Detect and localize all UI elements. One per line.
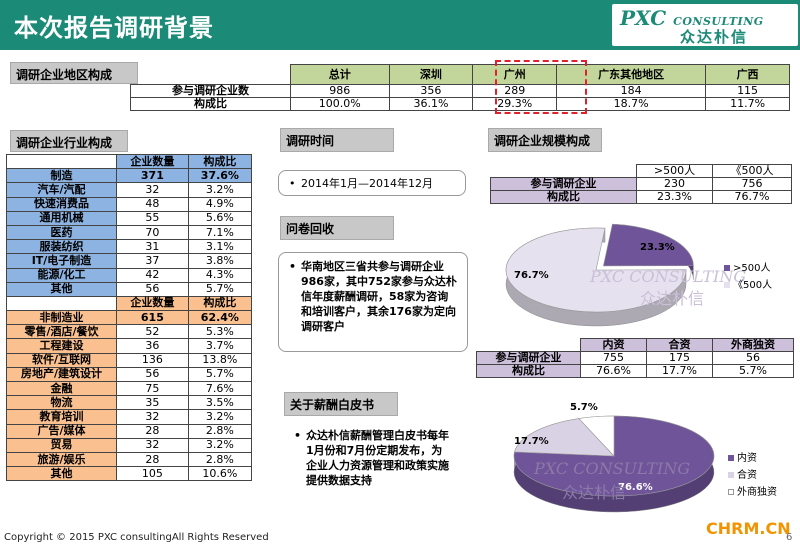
page-title: 本次报告调研背景 [14,14,214,42]
region-label: 调研企业地区构成 [10,62,138,84]
column-header: 构成比 [187,295,253,312]
page-number: 6 [786,532,793,543]
swatch-icon [724,282,730,288]
data-label: 17.7% [514,436,549,447]
swatch-icon [728,455,734,461]
table-row: 快速消费品 48 4.9% [6,196,253,212]
table-row: 贸易 32 3.2% [6,437,253,453]
ownership-col: 内资 [579,338,648,352]
scale-legend: >500人 《500人 [724,262,772,296]
table-row: 其他 105 10.6% [6,466,253,482]
region-col: 广东其他地区 [556,64,707,85]
table-row: 构成比 100.0% 36.1% 29.3% 18.7% 11.7% [130,97,790,111]
scale-table: >500人 《500人 参与调研企业 230 756 构成比 23.3% 76.… [490,164,792,204]
column-header: 企业数量 [116,295,189,312]
swatch-icon [724,265,730,271]
column-header: 企业数量 [116,153,189,170]
logo-en-small: CONSULTING [673,15,764,28]
legend-item: 外商独资 [728,486,777,503]
table-row: 非制造业 615 62.4% [6,310,253,326]
table-row: 医药 70 7.1% [6,224,253,241]
table-row: 参与调研企业 755 175 56 [476,351,794,365]
ownership-col: 合资 [646,338,714,352]
data-label: 23.3% [640,242,675,253]
region-col: 广州 [472,64,558,85]
table-row: 参与调研企业 230 756 [490,177,792,191]
pxc-logo: PXC CONSULTING 众达朴信 [612,4,798,46]
industry-label: 调研企业行业构成 [10,130,128,152]
time-box: 2014年1月—2014年12月 [278,170,466,196]
table-row: IT/电子制造 37 3.8% [6,253,253,269]
data-label: 76.7% [514,270,549,281]
whitepaper-box: 众达朴信薪酬管理白皮书每年1月份和7月份定期发布，为企业人力资源管理和政策实施提… [284,422,462,494]
ownership-col: 外商独资 [712,338,794,352]
table-row: 汽车/汽配 32 3.2% [6,182,253,198]
pie-slice [514,418,615,457]
industry-table: 企业数量 构成比 制造 371 37.6% 汽车/汽配 32 3.2% 快速消费品 48 4.9% 通… [6,153,253,482]
data-label: 5.7% [570,402,598,413]
scale-col: 《500人 [712,164,792,178]
swatch-icon [728,489,734,495]
pie-slice [603,223,694,267]
table-row: 广告/媒体 28 2.8% [6,423,253,439]
table-row: 旅游/娱乐 28 2.8% [6,451,253,468]
table-row: 物流 35 3.5% [6,395,253,411]
table-row: 工程建设 36 3.7% [6,338,253,354]
scale-col: >500人 [635,164,714,178]
watermark-cn: 众达朴信 [562,483,626,502]
guangzhou-highlight [495,60,587,114]
questionnaire-box: 华南地区三省共参与调研企业986家，其中752家参与众达朴信年度薪酬调研，58家… [278,252,468,352]
legend-item: >500人 [724,262,772,279]
watermark-en: PXC CONSULTING [589,267,746,286]
region-table: 总计 深圳 广州 广东其他地区 广西 参与调研企业数 986 356 289 1… [130,64,790,111]
legend-item: 合资 [728,469,777,486]
table-row: 构成比 76.6% 17.7% 5.7% [476,364,794,378]
table-row: 能源/化工 42 4.3% [6,267,253,283]
pie-slice [578,415,615,457]
legend-item: 《500人 [724,279,772,296]
watermark-en: PXC CONSULTING [533,459,690,478]
table-row: 通用机械 55 5.6% [6,210,253,226]
ownership-legend: 内资 合资 外商独资 [728,452,777,503]
table-row: 其他 56 5.7% [6,281,253,297]
whitepaper-label: 关于薪酬白皮书 [284,392,398,416]
region-col: 总计 [290,64,390,85]
pie-slice [505,227,687,313]
column-header: 构成比 [187,153,253,170]
table-row: 金融 75 7.6% [6,380,253,397]
table-row: 零售/酒店/餐饮 52 5.3% [6,324,253,340]
table-row: 构成比 23.3% 76.7% [490,190,792,204]
logo-en: PXC [620,6,667,30]
ownership-pie-chart: 76.6% 17.7% 5.7% PXC CONSULTING 众达朴信 [513,402,715,513]
region-header-row: 总计 深圳 广州 广东其他地区 广西 [131,64,790,85]
table-row: 服装纺织 31 3.1% [6,239,253,255]
table-row: 房地产/建筑设计 56 5.7% [6,366,253,383]
table-row: 制造 371 37.6% [6,168,253,184]
whitepaper-text: 众达朴信薪酬管理白皮书每年1月份和7月份定期发布，为企业人力资源管理和政策实施提… [294,428,452,488]
site-mark: CHRM.CN [706,519,791,538]
time-label: 调研时间 [280,128,394,152]
ownership-table: 内资 合资 外商独资 参与调研企业 755 175 56 构成比 76.6% 1… [476,338,794,378]
title-bar: 本次报告调研背景 PXC CONSULTING 众达朴信 [0,0,800,50]
scale-pie-chart: 23.3% 76.7% PXC CONSULTING 众达朴信 [505,223,746,327]
questionnaire-text: 华南地区三省共参与调研企业986家，其中752家参与众达朴信年度薪酬调研，58家… [289,259,457,334]
data-label: 76.6% [618,482,653,493]
region-col: 广西 [705,64,790,85]
table-row: 参与调研企业数 986 356 289 184 115 [130,84,790,98]
copyright: Copyright © 2015 PXC consultingAll Right… [4,532,269,543]
scale-label: 调研企业规模构成 [488,128,602,152]
logo-cn: 众达朴信 [680,28,749,46]
table-row: 软件/互联网 136 13.8% [6,352,253,368]
header-row: 企业数量 构成比 [6,295,253,312]
watermark-cn: 众达朴信 [640,289,704,308]
time-text: 2014年1月—2014年12月 [289,176,455,191]
swatch-icon [728,472,734,478]
region-col: 深圳 [388,64,474,85]
header-row: 企业数量 构成比 [6,153,253,170]
questionnaire-label: 问卷回收 [280,216,394,240]
legend-item: 内资 [728,452,777,469]
table-row: 教育培训 32 3.2% [6,409,253,425]
